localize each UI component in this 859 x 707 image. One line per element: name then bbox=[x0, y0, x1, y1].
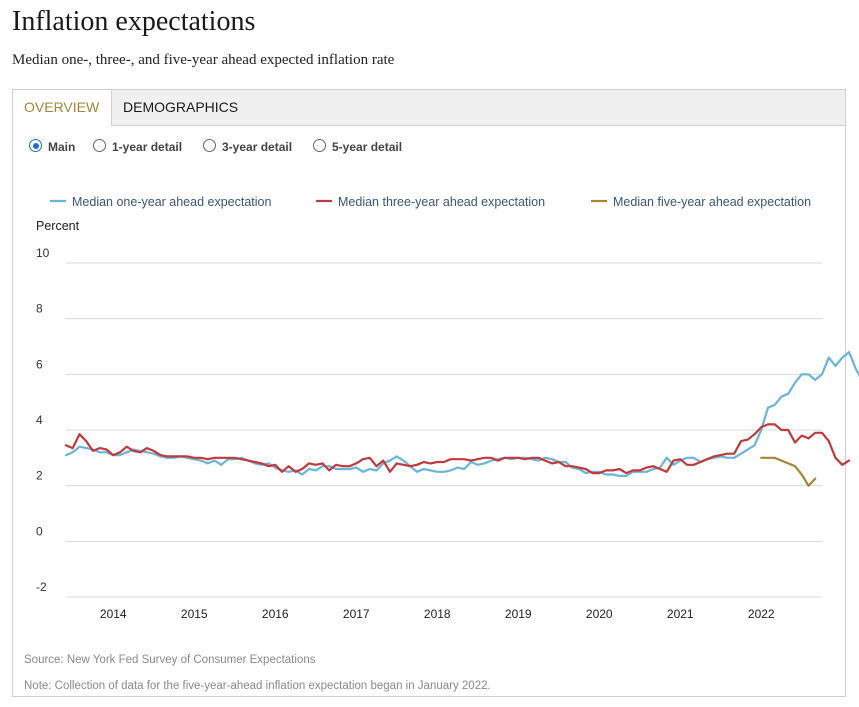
radio-label: Main bbox=[48, 140, 76, 154]
x-tick-label: 2014 bbox=[100, 607, 127, 621]
legend-label: Median three-year ahead expectation bbox=[338, 195, 545, 209]
page-subtitle: Median one-, three-, and five-year ahead… bbox=[12, 52, 395, 68]
y-tick-label: 0 bbox=[36, 524, 43, 538]
series-line-five-year bbox=[760, 456, 817, 487]
tab-overview[interactable]: OVERVIEW bbox=[13, 90, 112, 126]
radio-label: 1-year detail bbox=[112, 140, 183, 154]
y-tick-label: 8 bbox=[36, 302, 43, 316]
radio-label: 3-year detail bbox=[222, 140, 293, 154]
legend-label: Median five-year ahead expectation bbox=[613, 195, 811, 209]
y-tick-label: 10 bbox=[36, 246, 50, 260]
tab-bar: OVERVIEW DEMOGRAPHICS bbox=[13, 90, 845, 126]
y-tick-label: 2 bbox=[36, 469, 43, 483]
x-tick-label: 2022 bbox=[748, 607, 775, 621]
x-tick-label: 2021 bbox=[667, 607, 694, 621]
page-title: Inflation expectations bbox=[12, 6, 256, 37]
x-tick-label: 2020 bbox=[586, 607, 613, 621]
y-tick-label: 6 bbox=[36, 357, 43, 371]
legend-label: Median one-year ahead expectation bbox=[72, 195, 271, 209]
radio-indicator[interactable] bbox=[93, 139, 106, 152]
chart-panel: OVERVIEW DEMOGRAPHICS Main 1-year detail… bbox=[12, 89, 846, 697]
note-text: Note: Collection of data for the five-ye… bbox=[24, 680, 491, 692]
x-tick-label: 2017 bbox=[343, 607, 370, 621]
radio-indicator[interactable] bbox=[29, 139, 42, 152]
x-tick-label: 2018 bbox=[424, 607, 451, 621]
y-axis-label: Percent bbox=[36, 219, 80, 233]
y-tick-label: 4 bbox=[36, 413, 43, 427]
x-tick-label: 2015 bbox=[181, 607, 208, 621]
tab-demographics[interactable]: DEMOGRAPHICS bbox=[123, 99, 239, 115]
series-line-three-year bbox=[64, 423, 851, 475]
radio-indicator[interactable] bbox=[203, 139, 216, 152]
radio-label: 5-year detail bbox=[332, 140, 403, 154]
x-tick-label: 2016 bbox=[262, 607, 289, 621]
source-text: Source: New York Fed Survey of Consumer … bbox=[24, 654, 316, 666]
x-tick-label: 2019 bbox=[505, 607, 532, 621]
y-tick-label: -2 bbox=[36, 580, 47, 594]
series-line-one-year bbox=[64, 351, 859, 477]
radio-indicator[interactable] bbox=[313, 139, 326, 152]
